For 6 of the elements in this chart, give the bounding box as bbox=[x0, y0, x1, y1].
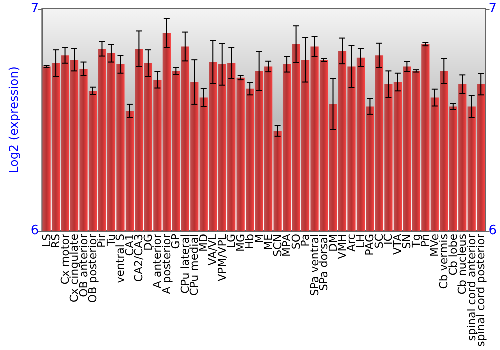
x-tick-label: Tg bbox=[410, 234, 423, 249]
y2-tick-label: 6 bbox=[488, 224, 498, 239]
y2-tick-label: 7 bbox=[488, 2, 498, 16]
x-tick-label: A posterior bbox=[160, 234, 174, 294]
x-tick-label: spinal cord posterior bbox=[474, 234, 488, 348]
y-axis-title: Log2 (expression) bbox=[7, 66, 21, 174]
